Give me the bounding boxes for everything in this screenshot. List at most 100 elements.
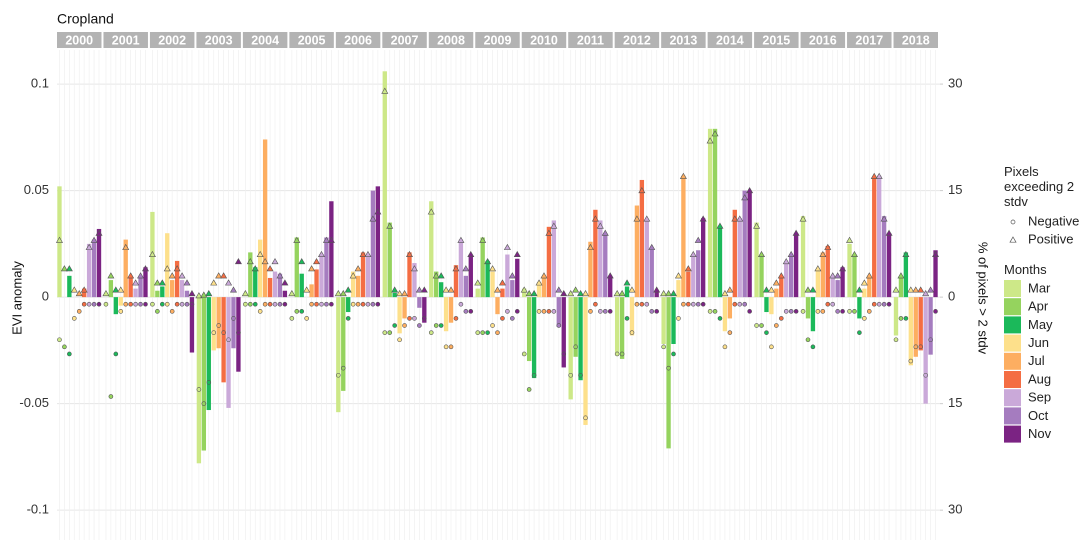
negative-marker — [81, 301, 87, 307]
negative-marker — [722, 344, 728, 350]
positive-marker — [405, 250, 414, 258]
bar — [588, 241, 593, 298]
negative-marker — [686, 301, 691, 307]
positive-marker — [178, 272, 186, 279]
legend-label: Nov — [1028, 426, 1052, 441]
positive-marker — [467, 250, 475, 258]
negative-marker — [252, 301, 258, 307]
positive-marker — [912, 286, 920, 293]
positive-marker — [875, 172, 883, 179]
y2-tick-label: 30 — [948, 502, 962, 517]
bar — [123, 239, 128, 298]
facet-label: 2008 — [437, 33, 465, 47]
positive-marker — [772, 279, 780, 286]
legend-label: Apr — [1028, 299, 1049, 314]
bar — [397, 297, 402, 334]
positive-marker — [396, 289, 404, 297]
legend-label: Aug — [1028, 371, 1051, 386]
bar — [820, 252, 825, 298]
positive-marker — [782, 258, 790, 265]
negative-marker — [282, 301, 288, 307]
positive-marker — [577, 289, 585, 297]
positive-marker — [112, 286, 120, 293]
positive-marker — [613, 289, 621, 297]
negative-marker — [340, 365, 346, 371]
bar — [490, 271, 495, 298]
positive-marker — [860, 279, 868, 286]
negative-marker — [184, 301, 190, 307]
positive-marker — [137, 272, 145, 279]
positive-marker — [427, 208, 435, 215]
negative-marker — [438, 323, 444, 328]
positive-marker — [462, 265, 470, 272]
negative-marker — [830, 301, 835, 307]
facet-strip — [707, 32, 753, 48]
negative-marker — [556, 323, 562, 328]
positive-marker — [711, 130, 719, 137]
negative-marker — [634, 301, 640, 307]
positive-marker — [606, 272, 614, 279]
positive-marker — [225, 279, 233, 286]
negative-marker — [138, 301, 143, 307]
facet-label: 2003 — [205, 33, 233, 47]
negative-marker — [76, 309, 82, 314]
positive-marker — [266, 265, 274, 272]
positive-marker — [313, 258, 321, 265]
marker-legend-title: Pixels exceeding 2 stdv — [1004, 164, 1075, 209]
negative-marker — [820, 309, 826, 314]
negative-marker — [294, 309, 300, 314]
facet-label: 2017 — [855, 33, 883, 47]
positive-marker — [251, 265, 259, 272]
bar — [463, 275, 469, 298]
negative-marker — [598, 309, 603, 314]
positive-marker — [753, 222, 761, 229]
negative-marker — [505, 309, 510, 314]
positive-marker — [60, 265, 68, 272]
positive-marker — [591, 215, 599, 222]
bar — [634, 205, 640, 298]
positive-marker — [804, 286, 812, 293]
negative-marker — [206, 380, 212, 385]
negative-marker — [360, 301, 366, 307]
negative-marker — [903, 316, 909, 321]
bar — [784, 263, 789, 298]
negative-marker — [277, 301, 283, 307]
negative-marker — [500, 316, 505, 321]
negative-marker — [602, 309, 608, 314]
negative-marker — [71, 316, 77, 321]
positive-marker — [70, 286, 78, 293]
bar — [355, 275, 361, 298]
positive-marker — [513, 250, 521, 258]
positive-marker — [653, 286, 661, 293]
negative-marker — [521, 351, 527, 357]
positive-marker — [188, 289, 196, 297]
negative-marker — [918, 344, 924, 350]
positive-marker — [298, 258, 306, 265]
positive-marker — [535, 279, 543, 286]
facet-label: 2014 — [716, 33, 744, 47]
positive-marker — [271, 258, 279, 265]
bar — [267, 277, 273, 298]
bar — [556, 297, 561, 327]
bar — [211, 297, 216, 351]
legend-label: Mar — [1028, 280, 1051, 295]
bar — [815, 269, 821, 298]
positive-marker — [415, 286, 423, 293]
facet-label: 2007 — [391, 33, 419, 47]
bar — [727, 297, 733, 319]
negative-marker — [231, 316, 236, 321]
facet-label: 2010 — [530, 33, 558, 47]
bar — [128, 277, 133, 298]
bar — [732, 209, 737, 298]
bar — [179, 280, 185, 298]
positive-marker — [777, 272, 785, 279]
bar — [434, 271, 439, 298]
positive-marker — [550, 222, 558, 229]
bar — [862, 288, 867, 298]
negative-marker — [619, 351, 625, 357]
negative-marker — [568, 372, 573, 378]
bar — [196, 297, 202, 464]
bar — [903, 252, 909, 298]
facet-label: 2009 — [484, 33, 512, 47]
bar — [299, 273, 304, 298]
